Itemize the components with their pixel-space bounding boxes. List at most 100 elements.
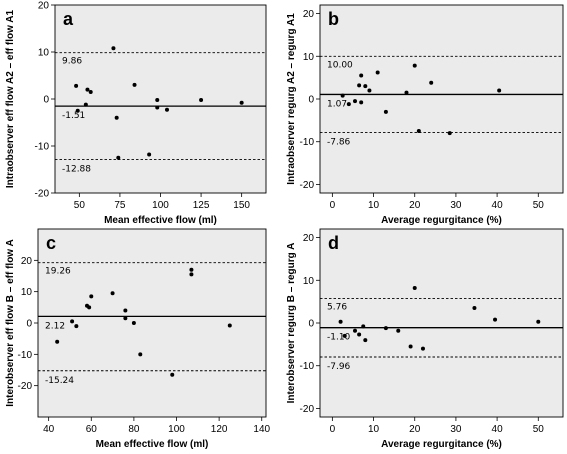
data-point [472,306,477,311]
data-point [131,321,136,325]
x-tick-label: 20 [409,424,421,435]
data-point [116,155,121,160]
data-point [363,338,368,343]
data-point [114,115,119,120]
mean-difference-label: -1.10 [327,333,351,343]
panel-letter: b [328,9,339,29]
data-point [155,97,160,102]
upper-limit-label: 19.26 [45,267,71,277]
y-tick-label: 20 [38,1,50,12]
x-tick-label: 0 [330,424,336,435]
data-point [338,319,343,324]
lower-limit-label: -15.24 [45,376,74,386]
data-point [199,97,204,102]
y-tick-label: 0 [43,95,49,106]
upper-limit-label: 5.76 [327,302,347,312]
panel-b: 0 10 20 30 40 50 -20 -10 0 10 20 10.00 1.07 -7.86 b Ave… [286,4,564,226]
mean-difference-label: 1.07 [327,99,347,109]
x-tick-label: 75 [114,200,126,211]
data-point [110,291,115,296]
y-tick-label: 0 [308,95,314,106]
y-tick-label: 10 [303,52,315,63]
data-point [132,82,137,87]
x-tick-label: 125 [193,200,210,211]
data-point [497,88,502,93]
plot-area [54,4,267,194]
data-point [383,326,388,331]
data-point [429,80,434,85]
data-point [536,319,541,324]
data-point [353,99,358,104]
y-tick-label: -10 [300,361,315,372]
y-tick-label: 0 [308,319,314,330]
data-point [493,317,498,322]
x-tick-label: 30 [450,200,462,211]
x-tick-label: 120 [211,424,228,435]
data-point [357,332,362,337]
x-tick-label: 40 [43,424,55,435]
data-point [412,285,417,290]
x-tick-label: 20 [409,200,421,211]
panel-c: 40 60 80 100 120 140 -20 -10 0 10 20 19.26 2.12 -15.2… [5,228,271,450]
data-point [412,63,417,68]
x-tick-label: 40 [492,424,504,435]
y-tick-label: -10 [35,142,50,153]
data-point [87,305,92,310]
data-point [416,129,421,134]
data-point [357,83,362,88]
data-point [363,84,368,89]
y-tick-label: -10 [300,137,315,148]
y-tick-label: -20 [300,180,315,191]
data-point [239,100,244,105]
y-tick-label: -10 [18,350,33,361]
x-tick-label: 50 [533,424,545,435]
mean-difference-label: 2.12 [45,321,65,331]
x-tick-label: 30 [450,424,462,435]
data-point [189,267,194,272]
x-tick-label: 80 [128,424,140,435]
data-point [367,88,372,93]
data-point [359,73,364,78]
data-point [353,328,358,333]
data-point [111,46,116,51]
data-point [89,294,94,299]
upper-limit-label: 10.00 [327,60,353,70]
plot-area [37,228,267,418]
y-axis-label: Interobserver regurg B – regurg A [286,243,297,404]
data-point [404,90,409,95]
panel-letter: d [328,233,339,253]
data-point [123,308,128,313]
data-point [55,339,60,344]
data-point [85,87,90,92]
lower-limit-label: -7.86 [327,138,351,148]
y-axis-label: Intraobserver eff flow A2 – eff flow A1 [5,9,16,188]
x-axis-label: Average regurgitance (%) [381,215,502,226]
x-tick-label: 150 [233,200,250,211]
data-point [147,152,152,157]
data-point [359,100,364,105]
data-point [155,105,160,110]
data-point [375,70,380,75]
y-tick-label: -20 [300,404,315,415]
data-point [447,131,452,136]
data-point [170,372,175,377]
data-point [88,89,93,94]
data-point [420,346,425,351]
y-tick-label: 10 [38,48,50,59]
lower-limit-label: -12.88 [62,165,91,175]
x-tick-label: 50 [533,200,545,211]
x-tick-label: 140 [253,424,270,435]
data-point [189,272,194,277]
data-point [83,102,88,107]
data-point [383,109,388,114]
panel-letter: a [63,9,74,29]
plot-area [319,4,564,194]
x-tick-label: 10 [368,424,380,435]
data-point [123,316,128,321]
data-point [340,93,345,98]
y-tick-label: -20 [35,189,50,200]
y-tick-label: 10 [303,276,315,287]
x-tick-label: 100 [168,424,185,435]
data-point [408,344,413,349]
